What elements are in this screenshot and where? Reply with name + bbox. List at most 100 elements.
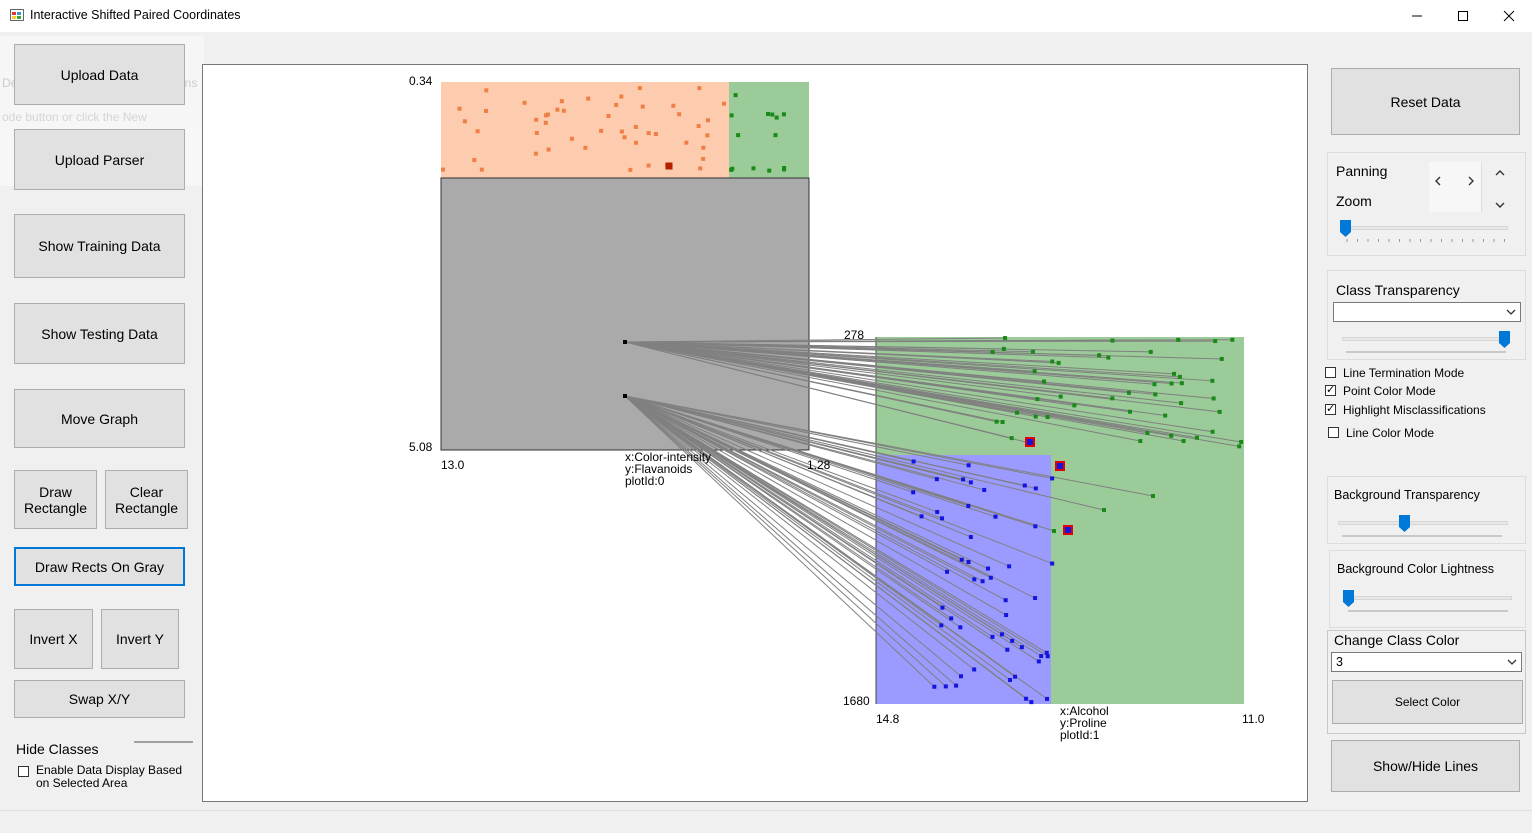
class-transparency-scale <box>1346 351 1506 353</box>
clear-rectangle-button[interactable]: Clear Rectangle <box>105 470 188 529</box>
swap-xy-button[interactable]: Swap X/Y <box>14 680 185 718</box>
pan-right-icon[interactable] <box>1465 175 1477 187</box>
class-transparency-thumb[interactable] <box>1499 331 1510 348</box>
reset-data-button[interactable]: Reset Data <box>1331 68 1520 135</box>
plot0-class1-point <box>479 167 484 172</box>
plot0-class1-point <box>543 120 548 125</box>
highlight-misclass-label: Highlight Misclassifications <box>1343 403 1486 417</box>
pan-left-icon[interactable] <box>1432 175 1444 187</box>
plot0-class1-point <box>484 108 489 113</box>
show-testing-data-button[interactable]: Show Testing Data <box>14 303 185 364</box>
draw-rects-on-gray-button[interactable]: Draw Rects On Gray <box>14 547 185 586</box>
plot1-class2-point <box>1239 439 1244 444</box>
plot0-class1-point <box>462 119 467 124</box>
show-hide-lines-button[interactable]: Show/Hide Lines <box>1331 740 1520 792</box>
plot0-class2-point <box>773 133 778 138</box>
chevron-down-icon <box>1506 309 1516 315</box>
class-transparency-track[interactable] <box>1342 337 1510 341</box>
select-color-button[interactable]: Select Color <box>1332 680 1523 724</box>
plot1-xmin-label: 14.8 <box>876 712 900 726</box>
plot1-class2-point <box>1035 397 1040 402</box>
connection-line <box>624 395 993 638</box>
point-color-checkbox[interactable]: ✓ <box>1325 384 1336 396</box>
plot1-class3-point <box>999 632 1004 637</box>
plot0-class1-point <box>561 108 566 113</box>
plot1-class3-point <box>966 560 971 565</box>
plot0-class1-point <box>533 151 538 156</box>
plot0-class1-point <box>646 163 651 168</box>
chevron-down-icon <box>1507 659 1517 665</box>
connection-line <box>624 395 943 609</box>
plot0-class2-point <box>729 113 734 118</box>
plot0-class2-point <box>782 167 787 172</box>
plot1-class3-point <box>986 566 991 571</box>
bg-lightness-thumb[interactable] <box>1343 590 1354 607</box>
plot1-class2-point <box>1210 378 1215 383</box>
plot1-y-attribute: y:Proline <box>1060 716 1107 730</box>
connection-line <box>624 395 938 513</box>
change-class-color-group: Change Class Color 3 Select Color <box>1327 630 1526 734</box>
pan-down-icon[interactable] <box>1494 199 1506 211</box>
plot0-class2-point <box>766 111 771 116</box>
connection-line <box>624 395 1105 511</box>
plot0-class1-point <box>622 135 627 140</box>
upload-parser-button[interactable]: Upload Parser <box>14 129 185 190</box>
minimize-button[interactable] <box>1394 0 1440 32</box>
window-title: Interactive Shifted Paired Coordinates <box>30 8 241 22</box>
maximize-button[interactable] <box>1440 0 1486 32</box>
plot1-class3-point <box>1013 674 1018 679</box>
plot1-ymin-label: 1680 <box>843 694 870 708</box>
class-transparency-select[interactable] <box>1333 302 1521 322</box>
plot0-class1-point <box>559 99 564 104</box>
plot1-class3-point <box>959 557 964 562</box>
plot0-class1-point <box>698 166 703 171</box>
plot-canvas[interactable]: 0.34 5.08 13.0 1.28 x:Color-intensity y:… <box>202 64 1308 802</box>
highlight-misclass-checkbox[interactable]: ✓ <box>1325 403 1336 415</box>
plot1-class2-point <box>1126 390 1131 395</box>
plot0-class1-point <box>653 132 658 137</box>
zoom-slider-track[interactable] <box>1342 226 1508 230</box>
invert-y-button[interactable]: Invert Y <box>101 609 179 669</box>
plot0-ymax-label: 0.34 <box>409 74 433 88</box>
plot0-class2-point <box>733 93 738 98</box>
zoom-slider-thumb[interactable] <box>1340 220 1351 237</box>
plot1-class3-point <box>1022 483 1027 488</box>
bg-transparency-label: Background Transparency <box>1334 488 1480 502</box>
plot1-class3-point <box>1033 524 1038 529</box>
plot0-x-attribute: x:Color-intensity <box>625 450 711 464</box>
line-termination-checkbox[interactable] <box>1325 367 1336 378</box>
bg-lightness-track[interactable] <box>1344 596 1512 600</box>
plot1-class3-point <box>982 487 987 492</box>
pan-up-icon[interactable] <box>1494 167 1506 179</box>
upload-data-button[interactable]: Upload Data <box>14 44 185 105</box>
bg-transparency-track[interactable] <box>1338 521 1508 525</box>
line-color-checkbox[interactable] <box>1328 427 1339 438</box>
plot1-class3-point <box>1003 598 1008 603</box>
misclassified-point <box>1063 525 1073 535</box>
plot1-class3-point <box>1007 564 1012 569</box>
bg-transparency-thumb[interactable] <box>1399 515 1410 532</box>
close-button[interactable] <box>1486 0 1532 32</box>
invert-x-button[interactable]: Invert X <box>14 609 93 669</box>
spc-plot[interactable]: 0.34 5.08 13.0 1.28 x:Color-intensity y:… <box>203 65 1307 801</box>
plot1-class3-point <box>968 480 973 485</box>
plot0-class1-point <box>696 124 701 129</box>
plot1-class2-point <box>1102 508 1106 512</box>
class-select[interactable]: 3 <box>1331 652 1522 672</box>
show-training-data-button[interactable]: Show Training Data <box>14 214 185 278</box>
connection-line <box>624 341 1213 433</box>
plot0-class1-point <box>646 131 651 136</box>
connection-line <box>624 341 1141 442</box>
plot0-class1-point <box>671 103 676 108</box>
enable-display-label: Enable Data Display Based on Selected Ar… <box>36 763 183 790</box>
plot1-class3-point <box>1033 596 1038 601</box>
connection-line <box>624 337 1006 343</box>
connection-line <box>624 395 975 670</box>
move-graph-button[interactable]: Move Graph <box>14 389 185 448</box>
plot1-class3-point <box>911 490 916 495</box>
enable-display-checkbox[interactable] <box>18 766 29 777</box>
draw-rectangle-button[interactable]: Draw Rectangle <box>14 470 97 529</box>
plot0-selected-point <box>665 162 673 170</box>
plot0-class1-point <box>640 104 645 109</box>
change-class-color-label: Change Class Color <box>1334 632 1460 648</box>
